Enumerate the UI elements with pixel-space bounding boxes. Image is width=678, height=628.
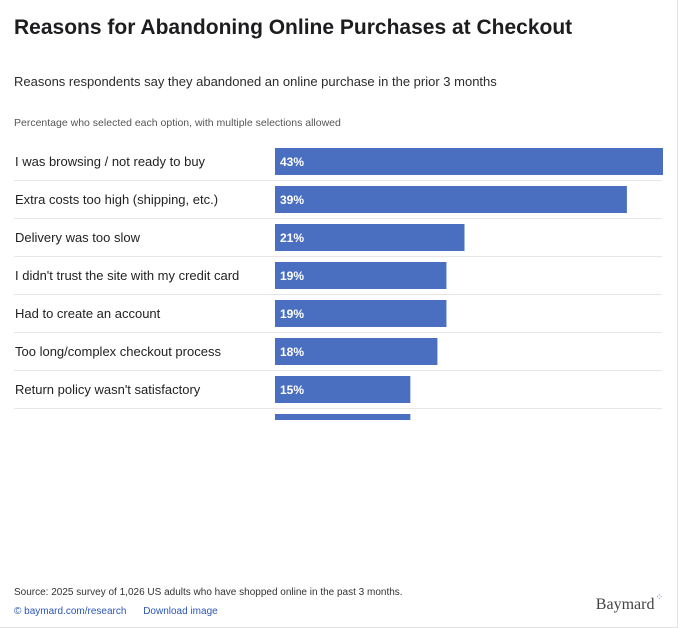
bar xyxy=(275,148,663,175)
category-label: Extra costs too high (shipping, etc.) xyxy=(15,192,218,207)
category-label: Too long/complex checkout process xyxy=(15,344,221,359)
value-label: 19% xyxy=(280,307,304,321)
bar xyxy=(275,300,447,327)
category-label: Delivery was too slow xyxy=(15,230,141,245)
bar-chart: I was browsing / not ready to buy 43% Extr… xyxy=(14,148,663,420)
value-label: 39% xyxy=(280,193,304,207)
logo-text: Baymard xyxy=(595,596,655,613)
bar xyxy=(275,376,411,403)
value-label: 18% xyxy=(280,345,304,359)
bar xyxy=(275,262,447,289)
baymard-logo: Baymard ⁘ xyxy=(595,592,663,614)
category-label: I was browsing / not ready to buy xyxy=(15,154,206,169)
research-link[interactable]: © baymard.com/research xyxy=(14,606,127,617)
value-label: 15% xyxy=(280,383,304,397)
value-label: 19% xyxy=(280,269,304,283)
bar xyxy=(275,338,438,365)
category-label: Had to create an account xyxy=(15,306,161,321)
chart-note: Percentage who selected each option, wit… xyxy=(14,117,341,129)
category-label: I didn't trust the site with my credit c… xyxy=(15,268,239,283)
chart-title: Reasons for Abandoning Online Purchases … xyxy=(14,16,573,39)
value-label: 21% xyxy=(280,231,304,245)
bar xyxy=(275,224,465,251)
value-label: 43% xyxy=(280,155,304,169)
download-image-link[interactable]: Download image xyxy=(143,606,218,617)
chart-subtitle: Reasons respondents say they abandoned a… xyxy=(14,74,497,89)
source-note: Source: 2025 survey of 1,026 US adults w… xyxy=(14,587,403,598)
sparkle-icon: ⁘ xyxy=(655,592,663,602)
bar xyxy=(275,414,411,420)
footer-links: © baymard.com/research Download image xyxy=(14,606,232,617)
category-label: Return policy wasn't satisfactory xyxy=(15,382,201,397)
bar xyxy=(275,186,627,213)
